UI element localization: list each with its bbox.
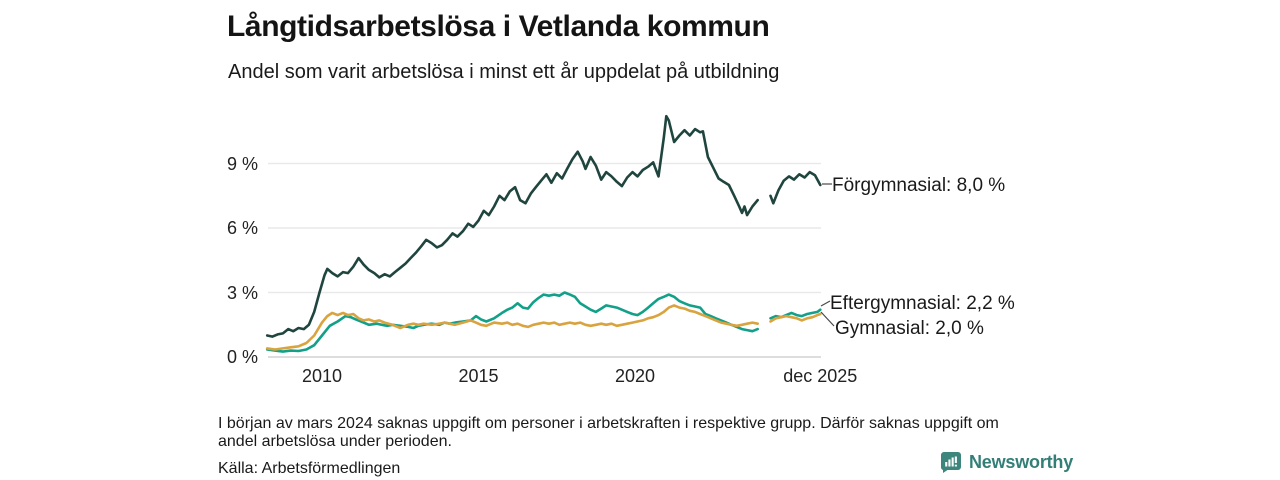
x-tick-label: 2015 — [458, 366, 499, 386]
footnote: I början av mars 2024 saknas uppgift om … — [218, 415, 1078, 451]
annotation-connector — [820, 311, 835, 327]
series-end-label-eftergymnasial: Eftergymnasial: 2,2 % — [830, 293, 1015, 314]
annotation-connector-lines — [820, 183, 835, 327]
newsworthy-wordmark: Newsworthy — [969, 451, 1074, 472]
source-note: Källa: Arbetsförmedlingen — [218, 460, 401, 477]
series-line-gymnasial — [265, 304, 760, 351]
gridlines — [268, 162, 821, 358]
y-tick-label: 3 % — [226, 282, 258, 303]
series-line-eftergymnasial — [265, 291, 760, 353]
series-end-label-gymnasial: Gymnasial: 2,0 % — [835, 318, 984, 339]
y-tick-label: 0 % — [226, 347, 258, 367]
x-tick-label: 2020 — [614, 366, 656, 386]
y-tick-label: 6 % — [226, 218, 258, 238]
chart-subtitle: Andel som varit arbetslösa i minst ett å… — [228, 61, 780, 83]
series-line-förgymnasial — [265, 114, 760, 338]
chart-title: Långtidsarbetslösa i Vetlanda kommun — [227, 10, 770, 43]
annotation-connector — [820, 300, 831, 307]
series-line-gymnasial — [769, 312, 822, 323]
footnote-line-1: I början av mars 2024 saknas uppgift om … — [218, 415, 999, 432]
x-tick-label: dec 2025 — [783, 366, 858, 386]
newsworthy-speech-bubble-bars-icon — [940, 452, 961, 473]
y-tick-label: 9 % — [226, 153, 258, 174]
series-line-förgymnasial — [769, 170, 822, 205]
x-tick-label: 2010 — [301, 366, 343, 386]
footnote-line-2: andel arbetslösa under perioden. — [218, 433, 452, 450]
series-end-label-forgymnasial: Förgymnasial: 8,0 % — [832, 175, 1006, 196]
series-lines — [265, 114, 822, 353]
newsworthy-logo[interactable]: Newsworthy — [940, 451, 1073, 473]
